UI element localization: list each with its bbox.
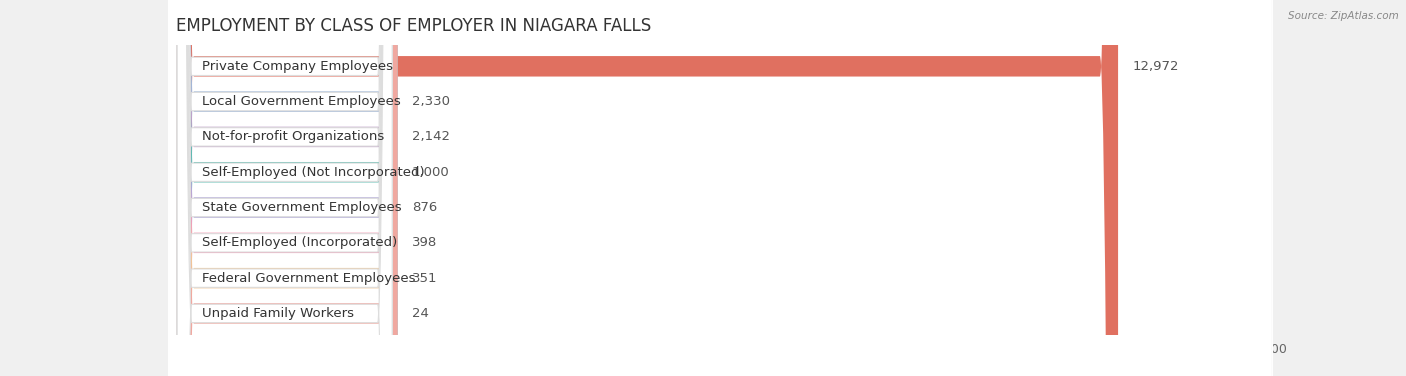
Text: Unpaid Family Workers: Unpaid Family Workers xyxy=(202,307,354,320)
Text: Not-for-profit Organizations: Not-for-profit Organizations xyxy=(202,130,384,143)
Text: Self-Employed (Incorporated): Self-Employed (Incorporated) xyxy=(202,237,396,249)
Text: 2,330: 2,330 xyxy=(412,95,450,108)
FancyBboxPatch shape xyxy=(169,0,1272,376)
FancyBboxPatch shape xyxy=(169,0,1272,376)
Text: State Government Employees: State Government Employees xyxy=(202,201,402,214)
FancyBboxPatch shape xyxy=(177,0,392,376)
Text: 2,142: 2,142 xyxy=(412,130,450,143)
FancyBboxPatch shape xyxy=(177,0,392,376)
FancyBboxPatch shape xyxy=(176,0,1118,376)
FancyBboxPatch shape xyxy=(177,0,392,376)
FancyBboxPatch shape xyxy=(177,0,392,376)
FancyBboxPatch shape xyxy=(169,0,1272,376)
FancyBboxPatch shape xyxy=(169,0,1272,376)
FancyBboxPatch shape xyxy=(169,0,1272,376)
FancyBboxPatch shape xyxy=(169,0,1272,376)
Text: 1,000: 1,000 xyxy=(412,166,450,179)
FancyBboxPatch shape xyxy=(169,0,1272,376)
FancyBboxPatch shape xyxy=(177,0,392,376)
Text: EMPLOYMENT BY CLASS OF EMPLOYER IN NIAGARA FALLS: EMPLOYMENT BY CLASS OF EMPLOYER IN NIAGA… xyxy=(176,17,651,35)
Text: 398: 398 xyxy=(412,237,437,249)
FancyBboxPatch shape xyxy=(176,0,398,376)
FancyBboxPatch shape xyxy=(176,0,398,376)
FancyBboxPatch shape xyxy=(177,0,392,376)
Text: Local Government Employees: Local Government Employees xyxy=(202,95,401,108)
Text: 351: 351 xyxy=(412,271,437,285)
Text: Source: ZipAtlas.com: Source: ZipAtlas.com xyxy=(1288,11,1399,21)
FancyBboxPatch shape xyxy=(176,0,398,376)
FancyBboxPatch shape xyxy=(176,0,398,376)
FancyBboxPatch shape xyxy=(176,0,398,376)
FancyBboxPatch shape xyxy=(169,0,1272,376)
FancyBboxPatch shape xyxy=(176,0,398,376)
Text: Self-Employed (Not Incorporated): Self-Employed (Not Incorporated) xyxy=(202,166,425,179)
Text: 876: 876 xyxy=(412,201,437,214)
Text: Federal Government Employees: Federal Government Employees xyxy=(202,271,415,285)
Text: 12,972: 12,972 xyxy=(1133,60,1180,73)
FancyBboxPatch shape xyxy=(176,0,398,376)
FancyBboxPatch shape xyxy=(177,0,392,376)
Text: 24: 24 xyxy=(412,307,429,320)
Text: Private Company Employees: Private Company Employees xyxy=(202,60,392,73)
FancyBboxPatch shape xyxy=(177,0,392,376)
